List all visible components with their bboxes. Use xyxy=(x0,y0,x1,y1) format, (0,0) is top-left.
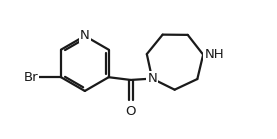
Text: N: N xyxy=(147,72,157,85)
Text: O: O xyxy=(125,105,136,118)
Text: NH: NH xyxy=(204,48,224,61)
Text: Br: Br xyxy=(23,71,38,84)
Text: N: N xyxy=(80,29,90,42)
